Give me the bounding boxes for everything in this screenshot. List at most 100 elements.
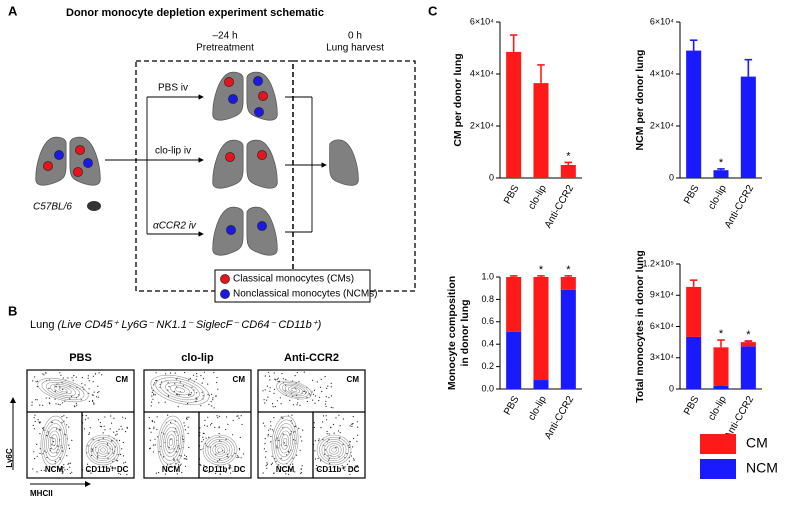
- contour: [97, 445, 109, 455]
- y-axis-label: Total monocytes in donor lung: [634, 250, 646, 403]
- event-dot: [296, 454, 298, 456]
- event-dot: [266, 399, 268, 401]
- y-axis-label: CM per donor lung: [452, 53, 464, 146]
- event-dot: [88, 433, 90, 435]
- event-dot: [282, 433, 284, 435]
- event-dot: [294, 471, 296, 473]
- event-dot: [280, 403, 282, 405]
- event-dot: [54, 385, 56, 387]
- event-dot: [71, 377, 73, 379]
- event-dot: [179, 454, 181, 457]
- y-tick-label: 0.2: [481, 361, 494, 371]
- event-dot: [299, 404, 301, 406]
- legend-label: Nonclassical monocytes (NCMs): [233, 289, 377, 300]
- event-dot: [155, 379, 157, 382]
- event-dot: [278, 470, 280, 473]
- event-dot: [170, 438, 172, 440]
- event-dot: [36, 399, 38, 401]
- gate-label: NCM: [45, 465, 64, 474]
- event-dot: [68, 447, 71, 449]
- event-dot: [278, 439, 280, 442]
- event-dot: [208, 471, 210, 473]
- event-dot: [113, 417, 115, 419]
- gate-label: NCM: [162, 465, 181, 474]
- event-dot: [278, 464, 280, 466]
- event-dot: [33, 428, 36, 430]
- event-dot: [73, 375, 75, 377]
- contour: [279, 382, 309, 398]
- event-dot: [349, 425, 351, 427]
- y-tick-label: 3×10⁴: [650, 352, 674, 362]
- event-dot: [47, 431, 49, 433]
- contour: [54, 385, 72, 395]
- event-dot: [39, 452, 41, 454]
- event-dot: [290, 468, 292, 470]
- contour: [290, 388, 298, 392]
- event-dot: [62, 377, 64, 379]
- event-dot: [325, 405, 327, 408]
- event-dot: [267, 396, 269, 398]
- event-dot: [177, 459, 179, 461]
- event-dot: [88, 400, 90, 402]
- cell-dot: [226, 225, 236, 235]
- event-dot: [325, 415, 327, 417]
- event-dot: [238, 417, 240, 419]
- contour: [205, 436, 235, 464]
- event-dot: [264, 456, 267, 458]
- event-dot: [186, 458, 188, 460]
- event-dot: [43, 429, 45, 431]
- event-dot: [296, 394, 298, 396]
- cell-dot: [254, 107, 264, 117]
- event-dot: [266, 467, 268, 469]
- event-dot: [98, 419, 100, 421]
- y-tick-label: 1.0: [481, 271, 494, 281]
- event-dot: [285, 384, 287, 386]
- event-dot: [173, 459, 175, 461]
- event-dot: [182, 438, 184, 441]
- event-dot: [352, 458, 355, 460]
- contour: [90, 438, 116, 462]
- y-tick-label: 6×10⁴: [470, 16, 494, 26]
- event-dot: [216, 381, 218, 384]
- event-dot: [153, 427, 155, 429]
- event-dot: [88, 469, 90, 471]
- legend-swatch: [220, 274, 230, 284]
- event-dot: [63, 467, 65, 469]
- event-dot: [209, 424, 212, 426]
- time-label: –24 h: [212, 31, 237, 42]
- event-dot: [263, 399, 265, 401]
- legend-label: NCM: [746, 460, 778, 476]
- y-axis-label: NCM per donor lung: [634, 50, 646, 151]
- event-dot: [264, 438, 266, 440]
- event-dot: [110, 465, 112, 467]
- event-dot: [118, 428, 120, 430]
- event-dot: [62, 471, 64, 473]
- axis-label: Ly6C: [5, 448, 14, 467]
- event-dot: [232, 434, 234, 436]
- contour: [212, 443, 228, 457]
- contour: [169, 384, 191, 396]
- contour: [48, 430, 60, 454]
- event-dot: [111, 440, 113, 442]
- contour: [88, 436, 118, 464]
- x-tick-label: PBS: [682, 394, 702, 417]
- event-dot: [270, 425, 272, 427]
- event-dot: [346, 463, 349, 465]
- arrows: [105, 94, 327, 237]
- event-dot: [177, 406, 179, 408]
- event-dot: [155, 372, 157, 374]
- y-tick-label: 4×10⁴: [650, 68, 674, 78]
- event-dot: [277, 377, 279, 379]
- event-dot: [196, 392, 198, 394]
- contour: [92, 441, 114, 459]
- event-dot: [328, 433, 330, 435]
- event-dot: [296, 371, 298, 374]
- event-dot: [218, 415, 220, 417]
- event-dot: [35, 381, 37, 383]
- event-dot: [275, 379, 277, 381]
- event-dot: [107, 457, 109, 459]
- event-dot: [32, 468, 34, 470]
- event-dot: [74, 406, 76, 408]
- event-dot: [330, 382, 332, 384]
- event-dot: [300, 436, 302, 438]
